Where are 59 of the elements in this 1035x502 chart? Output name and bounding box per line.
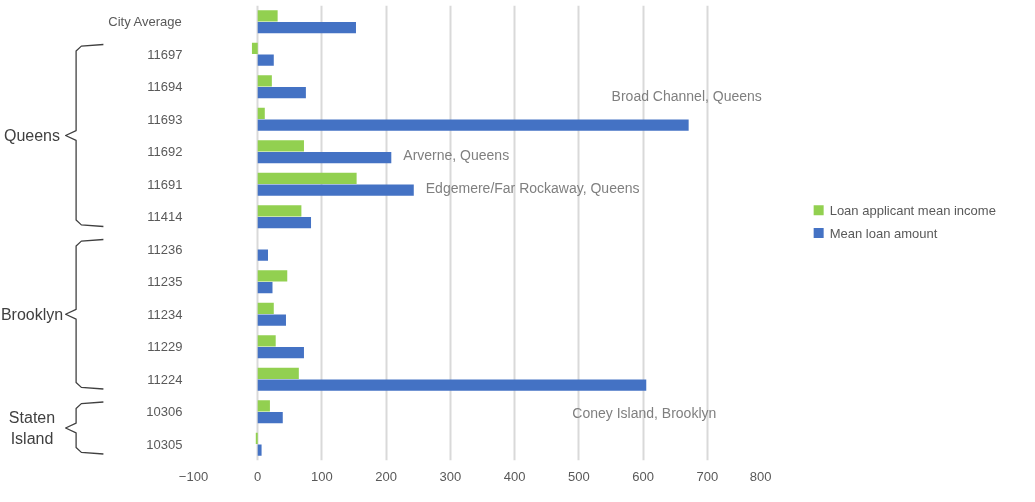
- x-tick-label: 0: [254, 468, 262, 484]
- y-tick-label: 11234: [147, 306, 183, 322]
- bar: [257, 10, 278, 22]
- x-tick-label: 700: [696, 468, 719, 484]
- y-tick-label: 11236: [147, 241, 183, 257]
- y-tick-label: 11229: [147, 339, 183, 355]
- bar: [257, 302, 274, 314]
- bar: [257, 54, 274, 66]
- y-tick-label: City Average: [108, 14, 182, 30]
- text: Queens: [3, 127, 61, 144]
- y-tick-label: 11694: [147, 79, 183, 95]
- bar: [257, 347, 304, 359]
- bar: [257, 335, 276, 347]
- y-tick-label: 11693: [147, 111, 183, 127]
- text: Staten Island: [8, 409, 56, 447]
- bar: [257, 379, 647, 391]
- bar: [257, 400, 270, 412]
- y-tick-label: 10305: [146, 436, 183, 452]
- bar: [257, 282, 273, 294]
- legend-label: Mean loan amount: [829, 225, 938, 241]
- x-tick-label: 500: [567, 468, 590, 484]
- bar: [257, 140, 304, 152]
- x-tick-label: 400: [503, 468, 526, 484]
- y-tick-label: 11697: [147, 46, 183, 62]
- annotation: Edgemere/Far Rockaway, Queens: [425, 179, 640, 196]
- annotation: Broad Channel, Queens: [611, 87, 762, 104]
- bar: [257, 270, 288, 282]
- bar: [257, 172, 357, 184]
- bar: [257, 87, 306, 99]
- y-tick-label: 11692: [147, 144, 183, 160]
- x-tick-label: −100: [178, 468, 209, 484]
- bar: [257, 107, 265, 119]
- bar: [257, 314, 286, 326]
- y-tick-label: 11691: [147, 176, 183, 192]
- y-tick-label: 11224: [147, 371, 183, 387]
- bar: [257, 444, 262, 456]
- bar: [257, 119, 689, 131]
- x-tick-label: 100: [311, 468, 333, 484]
- bar: [257, 249, 268, 261]
- bar: [257, 205, 302, 217]
- bar: [257, 75, 272, 87]
- bar: [251, 42, 258, 54]
- text: Brooklyn: [0, 305, 64, 323]
- y-tick-label: 10306: [146, 404, 183, 420]
- bar: [257, 217, 312, 229]
- bar: [257, 184, 414, 196]
- annotation: Coney Island, Brooklyn: [572, 405, 717, 422]
- legend-label: Loan applicant mean income: [829, 202, 996, 218]
- annotation: Arverne, Queens: [403, 147, 510, 163]
- y-tick-label: 11414: [147, 209, 183, 225]
- bar: [257, 412, 283, 424]
- bar: [257, 22, 356, 34]
- bar: [257, 367, 299, 379]
- x-tick-label: 600: [632, 468, 654, 484]
- x-tick-label: 300: [439, 468, 462, 484]
- x-tick-label: 800: [749, 468, 772, 484]
- y-tick-label: 11235: [147, 274, 183, 290]
- bar: [257, 152, 392, 164]
- x-tick-label: 200: [375, 468, 398, 484]
